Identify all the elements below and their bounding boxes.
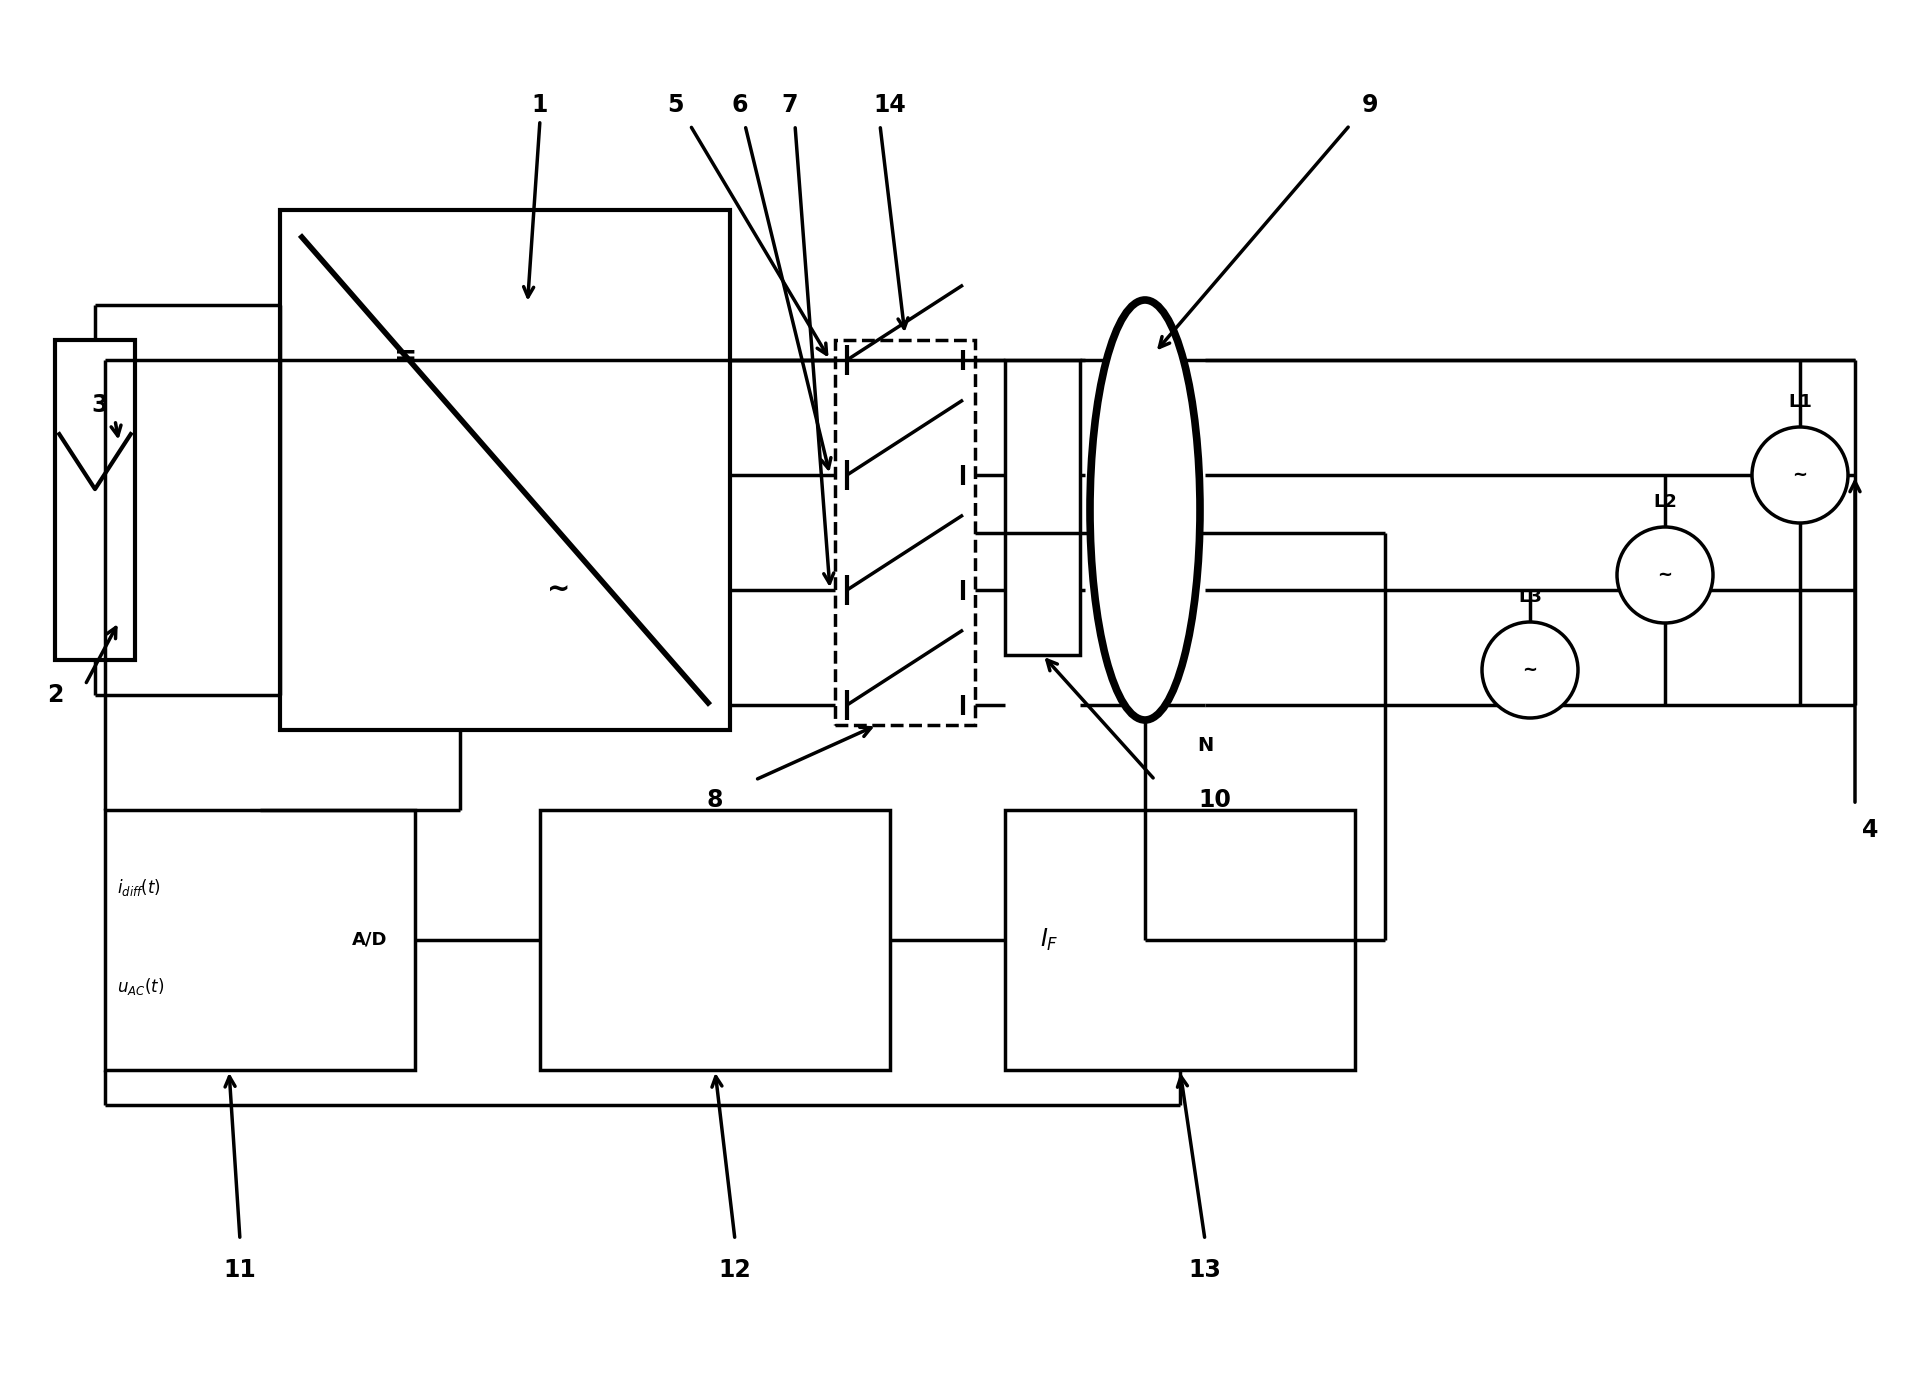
Text: 7: 7 [781,92,798,117]
Text: ~: ~ [547,575,570,603]
Text: 9: 9 [1360,92,1378,117]
Ellipse shape [1090,299,1200,720]
Text: 5: 5 [667,92,682,117]
Text: $i_{diff}(t)$: $i_{diff}(t)$ [118,878,160,898]
Text: 2: 2 [46,683,64,707]
Circle shape [1617,527,1712,622]
Text: 8: 8 [707,788,723,811]
Text: N: N [1196,736,1213,755]
Bar [835,339,974,724]
Bar [104,810,415,1070]
Text: L2: L2 [1652,493,1677,511]
Text: ~: ~ [1656,566,1671,584]
Text: 11: 11 [224,1259,257,1282]
Text: $I_F$: $I_F$ [1039,927,1059,954]
Bar [280,210,730,730]
Text: 6: 6 [732,92,748,117]
Bar [539,810,889,1070]
Bar [1005,360,1080,656]
Text: 1: 1 [531,92,549,117]
Circle shape [1750,426,1847,523]
Text: 14: 14 [873,92,906,117]
Text: A/D: A/D [352,932,388,949]
Text: 12: 12 [719,1259,752,1282]
Text: ~: ~ [1522,661,1536,679]
Circle shape [1482,622,1577,718]
Text: =: = [394,342,417,370]
Text: 3: 3 [91,393,108,417]
Text: ~: ~ [1791,466,1806,484]
Text: 13: 13 [1188,1259,1221,1282]
Text: L3: L3 [1517,588,1542,606]
Text: 4: 4 [1861,818,1878,842]
Bar [1005,810,1354,1070]
Text: L1: L1 [1787,393,1810,411]
Text: $u_{AC}(t)$: $u_{AC}(t)$ [118,976,164,998]
Text: 10: 10 [1198,788,1231,811]
Bar [54,339,135,660]
